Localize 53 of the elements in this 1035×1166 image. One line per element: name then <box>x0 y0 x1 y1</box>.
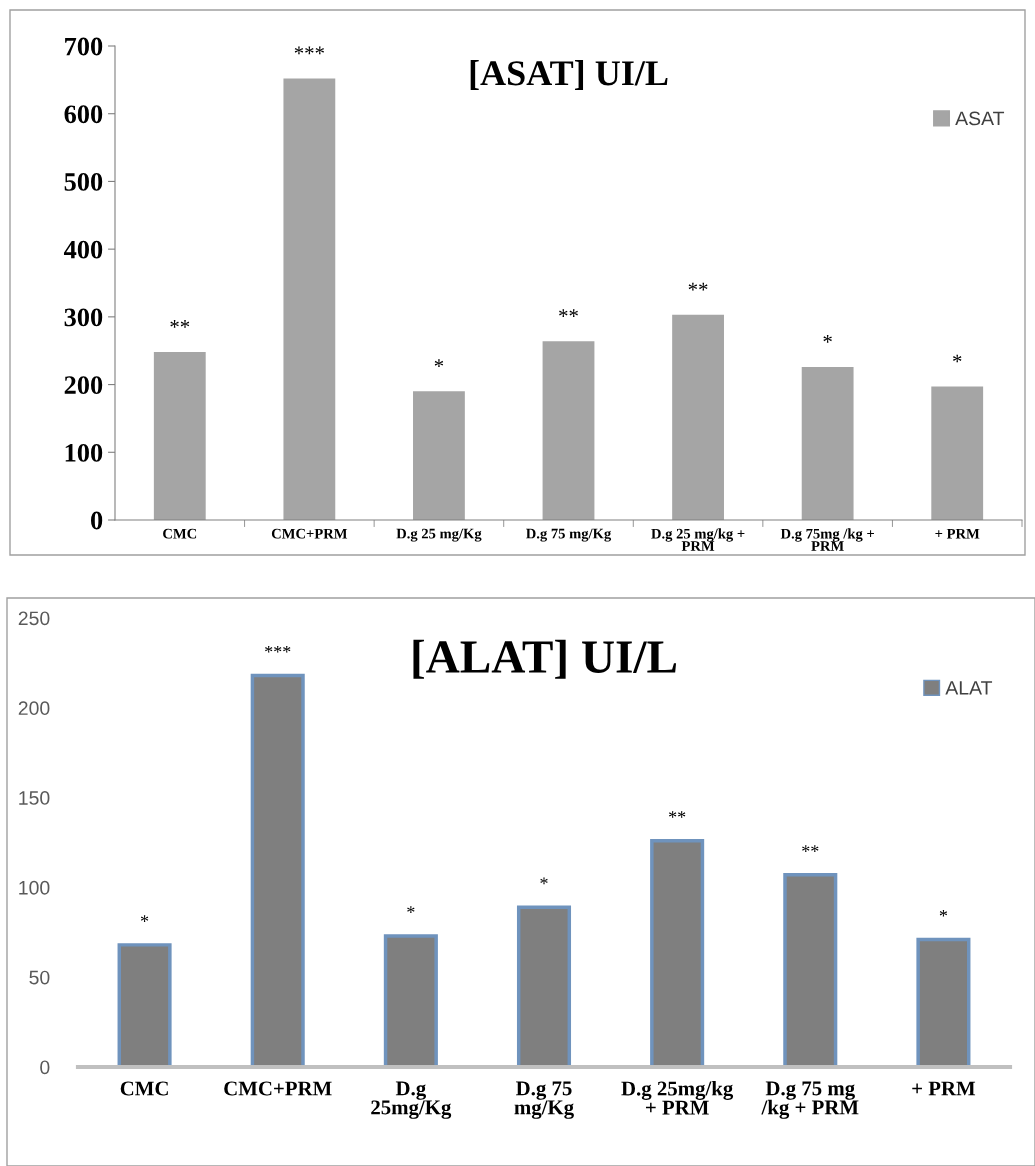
annotation: *** <box>294 46 324 55</box>
annotation: ** <box>669 811 686 818</box>
y-tick-label: 0 <box>40 1060 50 1075</box>
x-tick-label: D.g 25 mg/Kg <box>396 528 482 542</box>
x-tick-label: D.g 25 mg/kg + PRM <box>651 528 745 551</box>
y-tick-label: 250 <box>18 611 50 626</box>
x-tick-label: D.g 25mg/kg + PRM <box>621 1080 734 1115</box>
annotation: ** <box>802 845 819 852</box>
chart-title: [ASAT] UI/L <box>470 60 668 90</box>
annotation: * <box>823 335 832 343</box>
y-tick-label: 400 <box>63 240 103 259</box>
chart-title: [ALAT] UI/L <box>413 639 677 679</box>
x-tick-label: + PRM <box>935 528 980 539</box>
bar <box>283 78 336 520</box>
x-tick-label: D.g 75 mg/Kg <box>526 528 612 542</box>
bar <box>542 341 595 520</box>
bar <box>413 391 465 520</box>
bar <box>801 366 854 520</box>
y-tick-label: 700 <box>65 37 103 56</box>
annotation: * <box>953 354 962 363</box>
x-tick-label: D.g 25mg/Kg <box>371 1081 452 1119</box>
y-tick-label: 0 <box>91 511 103 530</box>
annotation: * <box>407 906 415 913</box>
x-tick-label: CMC+PRM <box>271 528 348 539</box>
annotation: ** <box>170 320 190 328</box>
y-tick-label: 200 <box>64 376 103 394</box>
x-tick-label: + PRM <box>912 1081 976 1096</box>
y-tick-label: 150 <box>19 791 50 805</box>
x-tick-label: CMC <box>163 528 197 539</box>
y-tick-label: 200 <box>18 701 50 716</box>
annotation: * <box>140 915 149 922</box>
legend-label: ASAT <box>955 111 1005 126</box>
y-tick-label: 50 <box>29 970 50 985</box>
y-tick-label: 100 <box>65 443 103 462</box>
x-tick-label: CMC <box>120 1081 168 1096</box>
annotation: *** <box>265 645 291 653</box>
x-tick-label: D.g 75 mg/Kg <box>514 1081 574 1119</box>
annotation: * <box>939 909 948 917</box>
y-tick-label: 100 <box>19 880 50 895</box>
legend-label: ALAT <box>945 681 993 695</box>
annotation: * <box>540 877 548 885</box>
y-tick-label: 300 <box>64 308 103 327</box>
annotation: * <box>434 359 444 368</box>
x-tick-label: D.g 75 mg /kg + PRM <box>761 1081 859 1119</box>
bar <box>153 352 206 520</box>
y-tick-label: 500 <box>64 173 103 191</box>
bar <box>672 314 724 520</box>
x-tick-label: D.g 75mg /kg + PRM <box>780 528 874 551</box>
x-tick-label: CMC+PRM <box>224 1081 332 1096</box>
y-tick-label: 600 <box>64 105 103 124</box>
bar <box>931 386 984 520</box>
annotation: ** <box>688 282 708 291</box>
annotation: ** <box>559 309 578 317</box>
